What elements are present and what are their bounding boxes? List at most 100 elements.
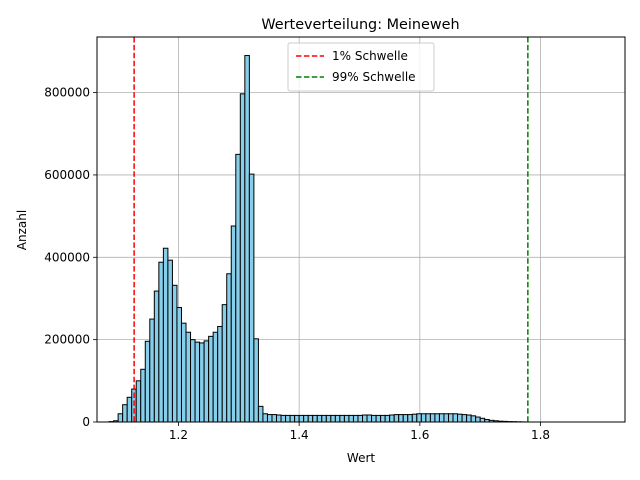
histogram-bar bbox=[330, 414, 336, 423]
y-tick-label: 600000 bbox=[44, 168, 90, 182]
histogram-bar bbox=[153, 290, 160, 423]
histogram-bar bbox=[262, 413, 268, 423]
legend-box bbox=[287, 42, 435, 92]
histogram-bar bbox=[280, 414, 287, 423]
plot-frame bbox=[96, 36, 626, 423]
histogram-bar bbox=[230, 225, 237, 423]
y-axis-ticks: 0 200000 400000 600000 800000 bbox=[44, 86, 97, 429]
histogram-bar bbox=[122, 404, 128, 423]
x-axis-ticks: 1.2 1.4 1.6 1.8 bbox=[169, 422, 550, 442]
histogram-bar bbox=[199, 342, 205, 423]
histogram-bar bbox=[190, 339, 196, 423]
histogram-bar bbox=[212, 331, 219, 423]
y-tick-label: 400000 bbox=[44, 250, 90, 264]
histogram-bar bbox=[447, 413, 454, 423]
histogram-bar bbox=[285, 414, 291, 423]
histogram-bar bbox=[438, 413, 445, 423]
histogram-bar bbox=[135, 380, 142, 423]
histogram-bar bbox=[226, 273, 232, 423]
histogram-bar bbox=[362, 414, 368, 423]
histogram-bar bbox=[158, 261, 164, 423]
histogram-bar bbox=[434, 413, 440, 423]
x-tick-label: 1.2 bbox=[169, 428, 188, 442]
histogram-bar bbox=[398, 414, 404, 423]
histogram-bar bbox=[244, 55, 250, 423]
histogram-bar bbox=[425, 413, 431, 423]
histogram-bar bbox=[312, 414, 318, 423]
y-tick-label: 800000 bbox=[44, 86, 90, 100]
histogram-bar bbox=[457, 413, 463, 423]
histogram-bar bbox=[339, 414, 345, 423]
histogram-bar bbox=[185, 331, 192, 423]
histogram-bar bbox=[298, 414, 305, 423]
histogram-bar bbox=[235, 153, 241, 423]
histogram-bar bbox=[257, 405, 264, 423]
x-axis-label: Wert bbox=[347, 451, 375, 465]
histogram-bar bbox=[271, 414, 278, 423]
chart-title: Werteverteilung: Meineweh bbox=[261, 17, 459, 33]
histogram-bar bbox=[420, 413, 427, 423]
histogram-bar bbox=[416, 413, 422, 423]
histogram-bar bbox=[253, 338, 259, 423]
histogram-bar bbox=[348, 414, 354, 423]
histogram-bar bbox=[343, 414, 350, 423]
histogram-bar bbox=[466, 414, 472, 423]
y-tick-label: 0 bbox=[82, 415, 90, 429]
x-tick-label: 1.6 bbox=[410, 428, 429, 442]
histogram-bar bbox=[144, 340, 151, 423]
histogram-bar bbox=[321, 414, 327, 423]
y-tick-label: 200000 bbox=[44, 333, 90, 347]
histogram-bar bbox=[352, 414, 359, 423]
histogram-bar bbox=[239, 93, 246, 423]
histogram-bar bbox=[452, 413, 459, 423]
histogram-bar bbox=[429, 413, 436, 423]
histogram-bar bbox=[325, 414, 332, 423]
histogram-bar bbox=[461, 414, 468, 423]
histogram-bar bbox=[411, 413, 418, 423]
x-tick-label: 1.8 bbox=[531, 428, 550, 442]
histogram-bar bbox=[208, 335, 214, 423]
threshold-lines bbox=[133, 37, 529, 422]
histogram-bar bbox=[380, 414, 386, 423]
histogram-bar bbox=[475, 416, 481, 423]
legend: 1% Schwelle 99% Schwelle bbox=[287, 42, 435, 92]
histogram-bar bbox=[221, 304, 228, 423]
histogram-bar bbox=[149, 318, 155, 423]
histogram-bar bbox=[126, 396, 133, 423]
histogram-bar bbox=[266, 414, 273, 423]
histogram-bar bbox=[384, 414, 391, 423]
bars bbox=[108, 55, 526, 423]
x-tick-label: 1.4 bbox=[290, 428, 309, 442]
histogram-bar bbox=[289, 414, 296, 423]
histogram-bar bbox=[366, 414, 373, 423]
histogram-bar bbox=[393, 414, 400, 423]
histogram-bar bbox=[171, 284, 178, 423]
histogram-bar bbox=[389, 414, 395, 423]
histogram-bar bbox=[176, 307, 182, 423]
histogram-bar bbox=[470, 415, 477, 423]
legend-label-1-percent: 1% Schwelle bbox=[332, 49, 408, 63]
histogram-bar bbox=[276, 414, 282, 423]
histogram-bar bbox=[203, 340, 210, 423]
histogram-bar bbox=[140, 368, 146, 423]
histogram-bar bbox=[316, 414, 323, 423]
histogram-bar bbox=[307, 414, 314, 423]
histogram-bar bbox=[194, 341, 201, 423]
histogram-bar bbox=[357, 414, 364, 423]
histogram-bar bbox=[162, 247, 169, 423]
histogram-bar bbox=[180, 322, 187, 423]
histogram-bar bbox=[248, 173, 255, 423]
histogram-bar bbox=[334, 414, 341, 423]
histogram-bar bbox=[479, 417, 486, 423]
legend-label-99-percent: 99% Schwelle bbox=[332, 70, 416, 84]
histogram-bar bbox=[375, 414, 382, 423]
histogram-bar bbox=[303, 414, 309, 423]
histogram-bar bbox=[443, 413, 449, 423]
histogram-bar bbox=[294, 414, 300, 423]
y-axis-label: Anzahl bbox=[15, 210, 29, 250]
histogram-bar bbox=[217, 325, 223, 423]
histogram-bar bbox=[117, 413, 124, 423]
histogram-bar bbox=[167, 259, 173, 423]
histogram-bar bbox=[407, 414, 413, 423]
